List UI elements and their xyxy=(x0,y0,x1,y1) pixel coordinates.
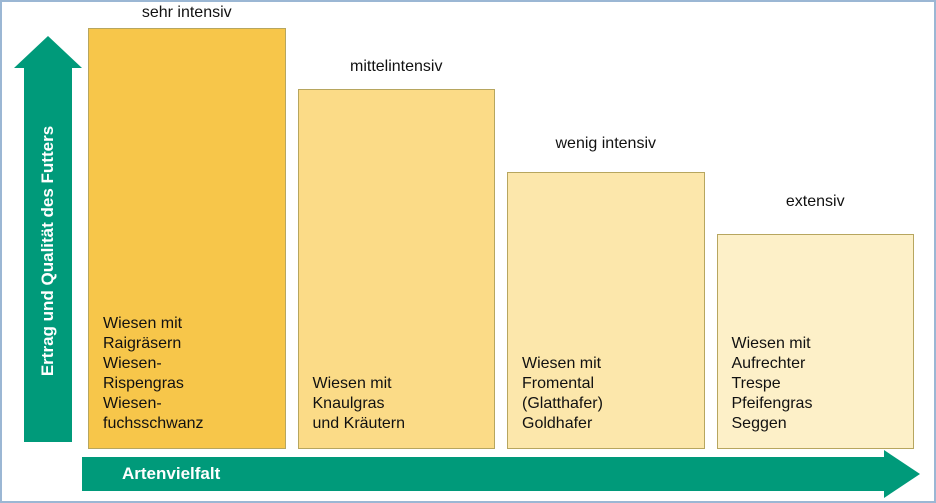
bar-area: sehr intensiv Wiesen mitRaigräsernWiesen… xyxy=(88,10,914,449)
y-axis-label: Ertrag und Qualität des Futters xyxy=(38,126,58,376)
x-axis-arrowhead xyxy=(884,450,920,498)
bar-mittelintensiv: mittelintensiv Wiesen mitKnaulgrasund Kr… xyxy=(298,10,496,449)
bar-sehr-intensiv: sehr intensiv Wiesen mitRaigräsernWiesen… xyxy=(88,10,286,449)
bar-title: mittelintensiv xyxy=(298,58,496,76)
bar-wenig-intensiv: wenig intensiv Wiesen mitFromental(Glatt… xyxy=(507,10,705,449)
x-axis-label: Artenvielfalt xyxy=(122,464,220,484)
y-axis: Ertrag und Qualität des Futters xyxy=(24,36,72,442)
bar-body: Wiesen mitFromental(Glatthafer)Goldhafer xyxy=(507,172,705,449)
chart-frame: Ertrag und Qualität des Futters sehr int… xyxy=(0,0,936,503)
bar-text: Wiesen mitAufrechterTrespePfeifengrasSeg… xyxy=(732,334,900,434)
bar-title: sehr intensiv xyxy=(88,4,286,22)
x-axis: Artenvielfalt xyxy=(82,457,920,491)
y-axis-arrowhead xyxy=(14,36,82,68)
bar-title: wenig intensiv xyxy=(507,135,705,153)
bar-title: extensiv xyxy=(717,193,915,211)
bar-body: Wiesen mitRaigräsernWiesen-RispengrasWie… xyxy=(88,28,286,449)
bar-body: Wiesen mitKnaulgrasund Kräutern xyxy=(298,89,496,449)
bar-text: Wiesen mitRaigräsernWiesen-RispengrasWie… xyxy=(103,314,271,434)
bar-text: Wiesen mitFromental(Glatthafer)Goldhafer xyxy=(522,354,690,434)
bar-extensiv: extensiv Wiesen mitAufrechterTrespePfeif… xyxy=(717,10,915,449)
chart-content: Ertrag und Qualität des Futters sehr int… xyxy=(10,10,922,491)
bar-text: Wiesen mitKnaulgrasund Kräutern xyxy=(313,374,481,434)
bar-body: Wiesen mitAufrechterTrespePfeifengrasSeg… xyxy=(717,234,915,449)
